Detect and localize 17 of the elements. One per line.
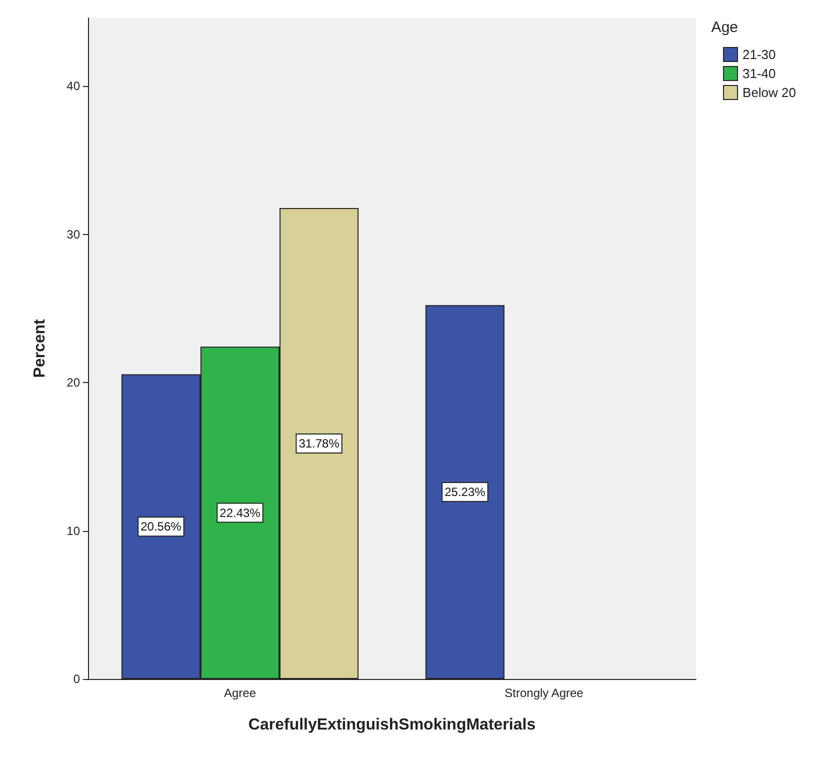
data-label: 25.23%	[444, 485, 486, 500]
y-tick-label: 40	[66, 79, 80, 94]
x-axis-title: CarefullyExtinguishSmokingMaterials	[248, 716, 536, 734]
y-tick-label: 0	[73, 672, 80, 686]
legend-label: 31-40	[742, 66, 776, 81]
x-tick-label: Strongly Agree	[504, 686, 584, 700]
legend-label: 21-30	[742, 47, 776, 62]
y-axis-title: Percent	[32, 318, 48, 378]
y-tick-label: 20	[66, 376, 80, 390]
legend-title: Age	[711, 19, 738, 36]
data-label: 31.78%	[298, 436, 340, 450]
y-tick-label: 30	[66, 227, 80, 242]
data-label: 20.56%	[140, 520, 182, 534]
data-label: 22.43%	[220, 506, 261, 520]
x-tick-label: Agree	[224, 686, 256, 700]
legend-label: Below 20	[742, 85, 796, 100]
y-tick-label: 10	[66, 524, 80, 538]
